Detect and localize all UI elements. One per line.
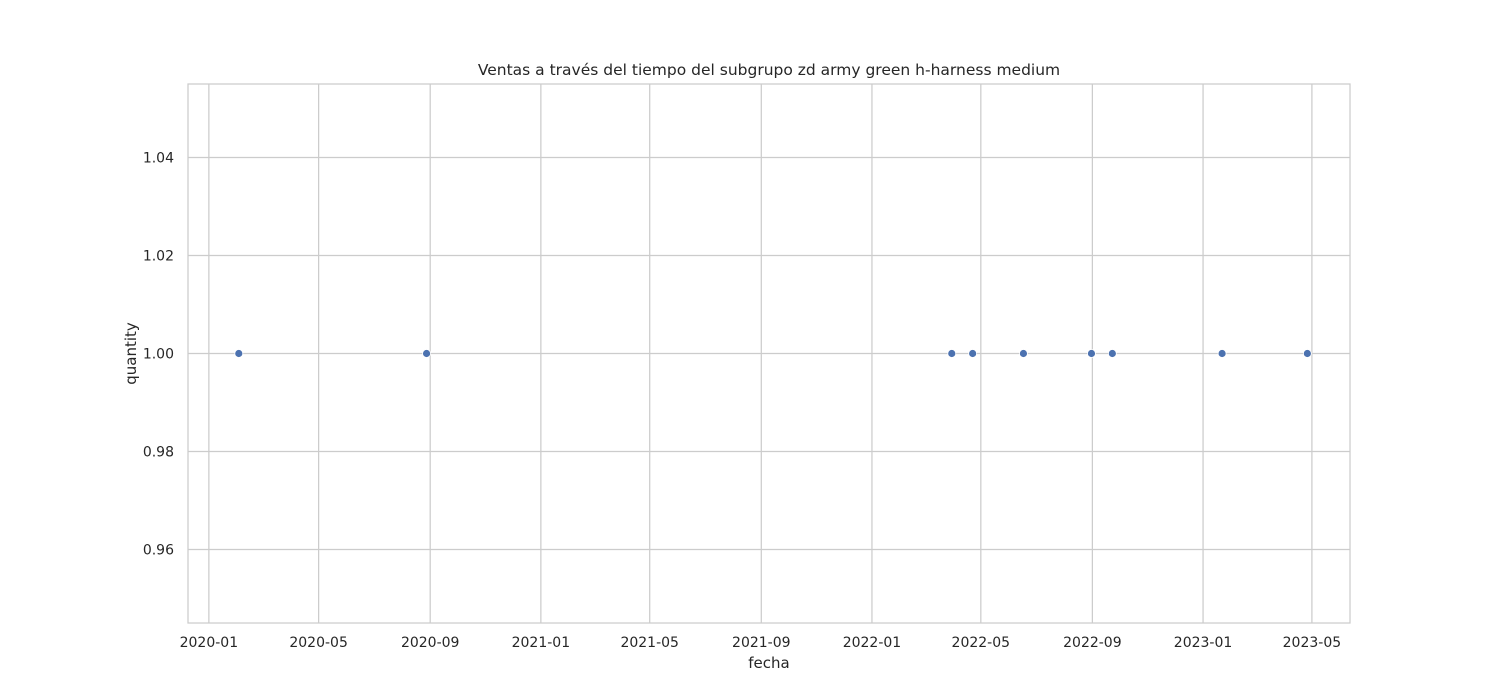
scatter-point	[422, 349, 431, 358]
x-tick-label: 2020-05	[289, 635, 348, 651]
x-axis-label: fecha	[748, 654, 789, 672]
grid-lines	[188, 84, 1350, 623]
scatter-point	[1217, 349, 1227, 358]
scatter-point	[947, 349, 957, 358]
scatter-point	[1019, 349, 1028, 358]
y-tick-labels: 0.96 0.98 1.00 1.02 1.04	[143, 151, 174, 559]
y-tick-label: 0.98	[143, 445, 174, 461]
y-tick-label: 1.00	[143, 347, 174, 363]
x-tick-label: 2021-05	[620, 635, 679, 651]
scatter-point	[234, 349, 244, 358]
plot-frame	[187, 83, 1351, 624]
y-tick-label: 0.96	[143, 543, 174, 559]
x-tick-label: 2020-01	[180, 635, 239, 651]
x-tick-label: 2021-09	[732, 635, 791, 651]
y-axis-label: quantity	[122, 322, 140, 385]
scatter-point	[1302, 349, 1312, 358]
y-tick-label: 1.02	[143, 249, 174, 265]
x-tick-label: 2023-05	[1283, 635, 1342, 651]
scatter-point	[1087, 349, 1096, 358]
x-tick-label: 2022-01	[843, 635, 902, 651]
scatter-points	[234, 349, 1312, 358]
x-tick-label: 2022-09	[1063, 635, 1122, 651]
x-tick-label: 2023-01	[1174, 635, 1233, 651]
x-tick-label: 2020-09	[401, 635, 460, 651]
scatter-point	[1107, 349, 1117, 358]
x-tick-label: 2022-05	[952, 635, 1011, 651]
x-tick-label: 2021-01	[512, 635, 571, 651]
scatter-point	[968, 349, 978, 358]
x-tick-labels: 2020-01 2020-05 2020-09 2021-01 2021-05 2021-…	[180, 635, 1342, 651]
chart-title: Ventas a través del tiempo del subgrupo …	[478, 61, 1060, 79]
y-tick-label: 1.04	[143, 151, 174, 167]
